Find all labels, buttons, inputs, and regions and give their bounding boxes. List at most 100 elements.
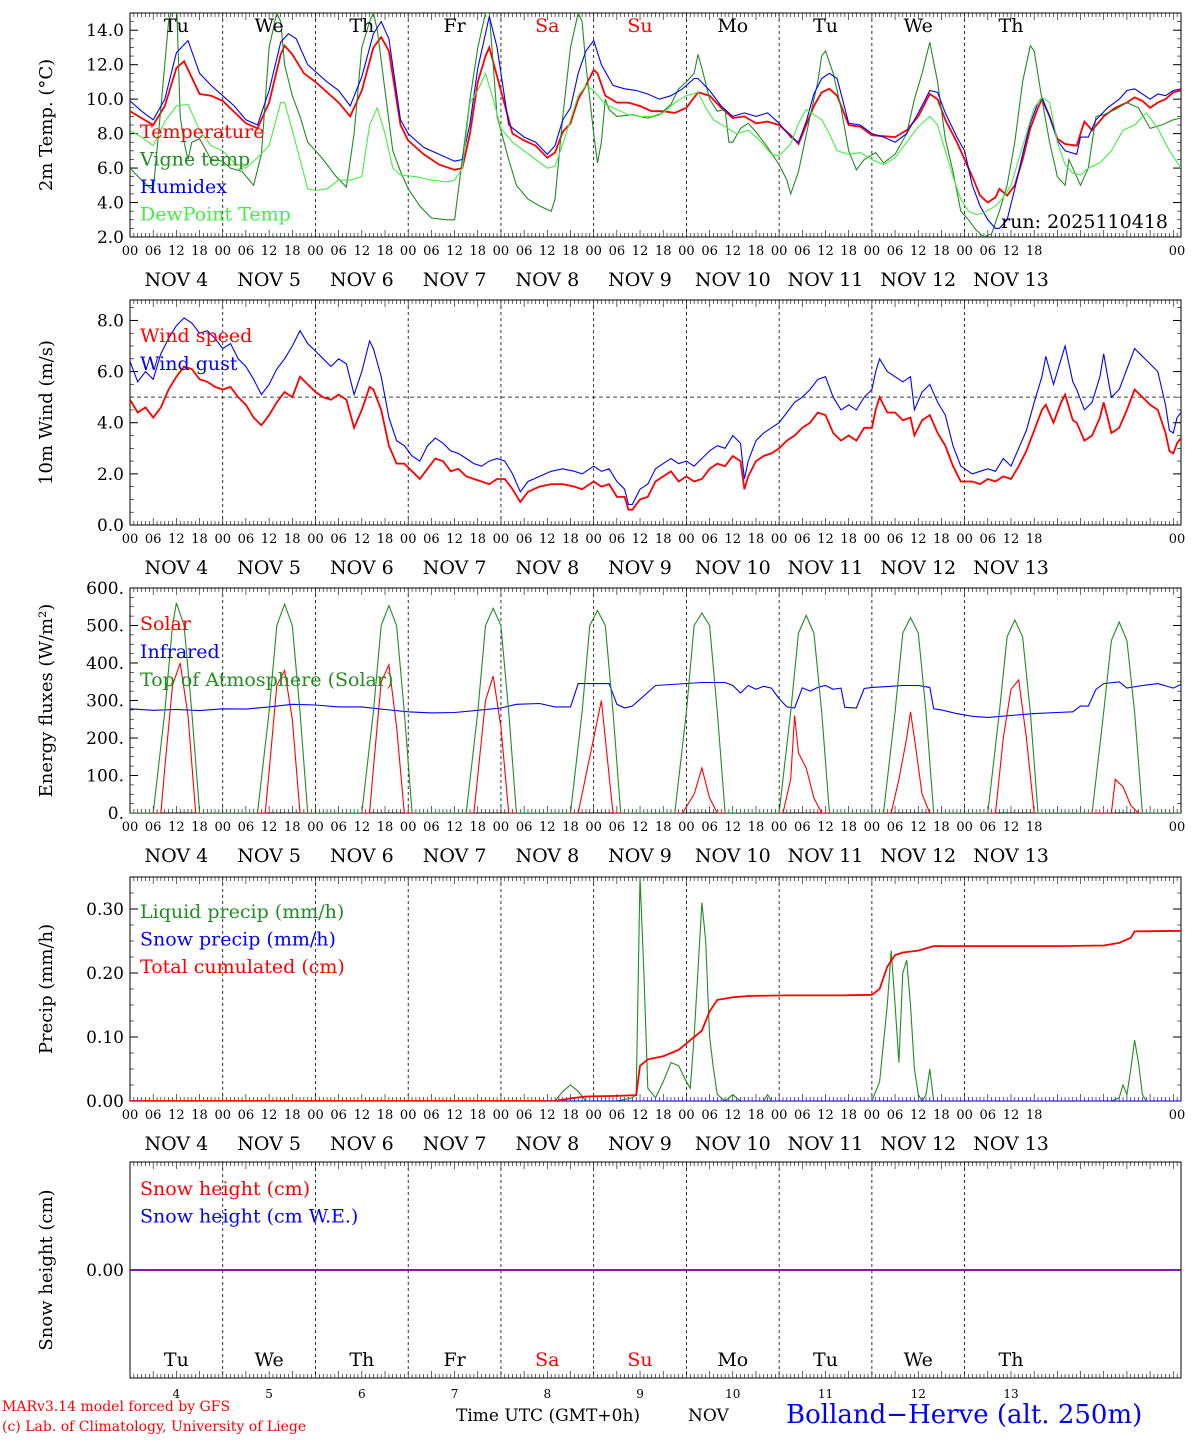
x-hour-label: 00: [956, 820, 973, 835]
x-hour-label: 06: [516, 1108, 533, 1123]
x-hour-label: 12: [446, 820, 463, 835]
y-tick-label: 0.10: [86, 1028, 124, 1048]
legend-snow-precip: Snow precip (mm/h): [140, 929, 336, 951]
x-hour-label: 00: [864, 1108, 881, 1123]
x-hour-label: 06: [145, 1108, 162, 1123]
x-hour-label: 06: [609, 244, 626, 259]
x-hour-label: 00: [1169, 820, 1186, 835]
x-hour-label: 12: [1003, 820, 1020, 835]
x-hour-label: 12: [539, 820, 556, 835]
y-tick-label: 10.0: [86, 90, 124, 110]
x-hour-label: 00: [122, 244, 139, 259]
x-hour-label: 12: [1003, 1108, 1020, 1123]
x-hour-label: 12: [910, 820, 927, 835]
x-hour-label: 18: [840, 820, 857, 835]
x-date-label: NOV 7: [423, 557, 487, 579]
x-hour-label: 00: [122, 820, 139, 835]
y-tick-label: 0.0: [97, 516, 124, 536]
y-tick-label: 0.: [108, 804, 124, 824]
x-hour-label: 00: [678, 820, 695, 835]
day-name-bottom: Tu: [813, 1349, 838, 1371]
day-name-bottom: Tu: [164, 1349, 189, 1371]
x-hour-label: 18: [377, 532, 394, 547]
x-hour-label: 00: [122, 532, 139, 547]
x-date-label: NOV 13: [973, 1133, 1049, 1155]
x-date-label: NOV 8: [515, 1133, 579, 1155]
y-axis-label: Snow height (cm): [36, 1189, 57, 1350]
x-hour-label: 12: [261, 532, 278, 547]
x-hour-label: 18: [933, 820, 950, 835]
x-hour-label: 18: [191, 244, 208, 259]
x-hour-label: 12: [446, 532, 463, 547]
x-hour-label: 06: [609, 532, 626, 547]
day-name-top: Mo: [717, 15, 748, 37]
y-axis-label: Energy fluxes (W/m²): [36, 604, 57, 798]
x-hour-label: 06: [330, 532, 347, 547]
x-date-label: NOV 4: [145, 845, 209, 867]
x-hour-label: 18: [562, 1108, 579, 1123]
x-hour-label: 00: [771, 532, 788, 547]
x-hour-label: 12: [817, 532, 834, 547]
x-hour-label: 06: [330, 244, 347, 259]
x-date-label: NOV 8: [515, 845, 579, 867]
x-hour-label: 06: [145, 820, 162, 835]
x-hour-label: 12: [817, 1108, 834, 1123]
x-hour-label: 06: [423, 244, 440, 259]
x-hour-label: 06: [980, 820, 997, 835]
x-hour-label: 00: [678, 1108, 695, 1123]
x-hour-label: 00: [771, 820, 788, 835]
x-hour-label: 06: [980, 1108, 997, 1123]
x-hour-label: 12: [1003, 532, 1020, 547]
x-hour-label: 18: [748, 244, 765, 259]
x-date-label: NOV 12: [880, 269, 956, 291]
x-hour-label: 18: [191, 820, 208, 835]
x-hour-label: 06: [794, 244, 811, 259]
x-hour-label: 12: [261, 244, 278, 259]
x-date-label: NOV 11: [788, 269, 864, 291]
x-date-label: NOV 9: [608, 557, 672, 579]
y-tick-label: 2.0: [97, 465, 124, 485]
x-hour-label: 18: [655, 1108, 672, 1123]
series-line-humidex: [130, 16, 1181, 229]
x-hour-label: 18: [748, 1108, 765, 1123]
x-hour-label: 18: [284, 532, 301, 547]
y-tick-label: 8.0: [97, 125, 124, 145]
x-date-label: NOV 6: [330, 845, 394, 867]
x-hour-label: 06: [609, 1108, 626, 1123]
x-date-label: NOV 5: [237, 1133, 301, 1155]
series-group: [130, 877, 1181, 1101]
x-hour-label: 00: [678, 532, 695, 547]
x-hour-label: 00: [400, 1108, 417, 1123]
legend-temperature: Temperature: [140, 121, 264, 143]
series-group: [130, 13, 1181, 237]
x-hour-label: 06: [609, 820, 626, 835]
x-hour-label: 12: [168, 532, 185, 547]
day-name-bottom: Su: [627, 1349, 652, 1371]
x-hour-label: 06: [238, 1108, 255, 1123]
x-hour-label: 12: [910, 532, 927, 547]
day-name-bottom: Fr: [443, 1349, 466, 1371]
y-tick-label: 14.0: [86, 21, 124, 41]
series-line-wind-gust: [130, 317, 1181, 506]
x-hour-label: 18: [284, 244, 301, 259]
day-name-bottom: We: [904, 1349, 933, 1371]
legend-total-cumulated: Total cumulated (cm): [140, 956, 345, 978]
y-tick-label: 4.0: [97, 414, 124, 434]
x-hour-label: 06: [516, 820, 533, 835]
day-name-top: Tu: [813, 15, 838, 37]
x-hour-label: 06: [238, 244, 255, 259]
x-hour-label: 12: [354, 820, 371, 835]
x-hour-label: 12: [539, 244, 556, 259]
y-tick-label: 6.0: [97, 363, 124, 383]
station-title: Bolland−Herve (alt. 250m): [786, 1400, 1143, 1430]
legend-wind-gust: Wind gust: [140, 353, 238, 375]
y-tick-label: 400.: [86, 654, 124, 674]
x-hour-label: 12: [910, 1108, 927, 1123]
x-date-label: NOV 4: [145, 557, 209, 579]
series-line-solar: [130, 662, 1181, 813]
panel-frame: [129, 587, 1182, 814]
day-number: 4: [173, 1387, 181, 1401]
day-name-bottom: Mo: [717, 1349, 748, 1371]
x-hour-label: 00: [864, 532, 881, 547]
x-date-label: NOV 7: [423, 845, 487, 867]
